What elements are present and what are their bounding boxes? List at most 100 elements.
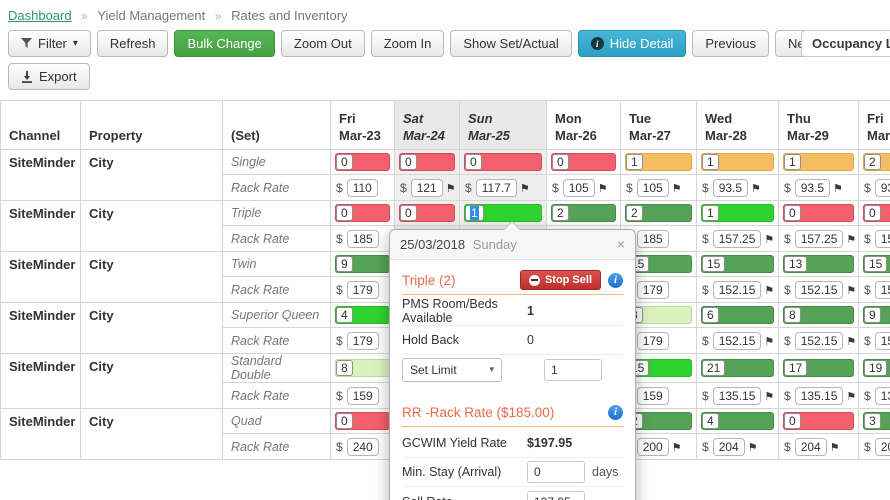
inventory-input[interactable]: 0 [552,154,569,170]
day-column-header: Fri Mar-23 [330,100,395,150]
min-stay-input[interactable] [527,461,585,483]
filter-button[interactable]: Filter ▾ [8,30,91,57]
rate-row: Rack Rate $110 $121 ⚑ $117.7 ⚑ $105 ⚑ $105 ⚑ $93.5… [1,174,890,201]
rate-input[interactable]: 179 [346,331,379,350]
rate-input[interactable]: 204 [794,437,827,456]
inventory-input[interactable]: 0 [400,205,417,221]
inventory-input[interactable]: 17 [784,360,808,376]
rate-input[interactable]: 240 [346,437,379,456]
rate-input[interactable]: 185 [636,229,669,248]
rate-input[interactable]: 93.5 [712,178,749,197]
inventory-input[interactable]: 15 [864,256,888,272]
sell-rate-input[interactable] [527,490,585,500]
rate-input[interactable]: 135.15 [712,386,762,405]
rate-input[interactable]: 179 [636,331,669,350]
hide-detail-button[interactable]: i Hide Detail [577,30,687,57]
inventory-input[interactable]: 1 [465,205,484,221]
occupancy-level-panel[interactable]: Occupancy Level [801,30,890,57]
set-limit-input[interactable] [544,358,602,381]
inventory-input[interactable]: 0 [336,205,353,221]
inventory-input[interactable]: 2 [626,205,643,221]
rate-input[interactable]: 157.25 [874,229,890,248]
rate-input[interactable]: 152.15 [794,280,844,299]
rate-input[interactable]: 152.15 [712,331,762,350]
rate-input[interactable]: 117.7 [475,178,517,197]
rate-input[interactable]: 135.15 [874,386,890,405]
show-set-actual-button[interactable]: Show Set/Actual [450,30,572,57]
hold-back-label: Hold Back [402,333,459,347]
inventory-input[interactable]: 4 [702,413,719,429]
popup-date: 25/03/2018 [400,237,466,252]
rate-input[interactable]: 185 [346,229,379,248]
rate-input[interactable]: 152.15 [874,280,890,299]
inventory-input[interactable]: 0 [784,413,801,429]
bulk-change-button[interactable]: Bulk Change [174,30,275,57]
rate-input[interactable]: 179 [346,280,379,299]
set-limit-select[interactable]: Set Limit ▾ [402,357,502,382]
popup-body: Triple (2) Stop Sell i PMS Room/Beds Ava… [390,260,635,500]
rate-input[interactable]: 110 [346,178,378,197]
inventory-input[interactable]: 1 [702,154,719,170]
inventory-input[interactable]: 0 [465,154,482,170]
inventory-input[interactable]: 15 [702,256,726,272]
rate-cell: $93.5⚑ [696,174,779,201]
stop-sell-button[interactable]: Stop Sell [519,270,601,290]
info-icon[interactable]: i [608,272,623,288]
rate-input[interactable]: 135.15 [794,386,844,405]
rate-input[interactable]: 159 [636,386,669,405]
inventory-input[interactable]: 8 [784,307,801,323]
export-button[interactable]: Export [8,63,90,90]
inventory-input[interactable]: 0 [336,413,353,429]
inventory-input[interactable]: 19 [864,360,888,376]
day-of-week: Tue [629,110,652,126]
popup-day-name: Sunday [472,237,517,252]
rate-input[interactable]: 157.25 [794,229,844,248]
rate-input[interactable]: 105 [636,178,669,197]
rate-input[interactable]: 179 [636,280,669,299]
selected-text: 1 [470,206,479,220]
rate-input[interactable]: 121 [410,178,443,197]
inventory-input[interactable]: 0 [336,154,353,170]
close-icon[interactable]: × [616,236,625,252]
inventory-cell: 1 [778,149,859,175]
inventory-input[interactable]: 2 [552,205,569,221]
inventory-input[interactable]: 1 [702,205,719,221]
inventory-input[interactable]: 2 [864,154,881,170]
inventory-input[interactable]: 0 [784,205,801,221]
section-divider [402,426,623,427]
property-cell: City [80,149,223,201]
rate-input[interactable]: 200 [636,437,669,456]
rate-input[interactable]: 152.15 [874,331,890,350]
inventory-input[interactable]: 9 [864,307,881,323]
rate-input[interactable]: 204 [712,437,745,456]
rate-input[interactable]: 152.15 [794,331,844,350]
rate-input[interactable]: 204 [874,437,890,456]
breadcrumb-dashboard-link[interactable]: Dashboard [8,8,72,23]
channel-cell: SiteMinder [0,200,81,252]
previous-button[interactable]: Previous [692,30,769,57]
breadcrumb: Dashboard » Yield Management » Rates and… [0,0,890,25]
inventory-input[interactable]: 3 [864,413,881,429]
info-icon[interactable]: i [608,404,623,420]
rate-input[interactable]: 93.5 [874,178,890,197]
inventory-input[interactable]: 0 [400,154,417,170]
inventory-input[interactable]: 21 [702,360,726,376]
rate-input[interactable]: 159 [346,386,379,405]
rate-input[interactable]: 93.5 [794,178,831,197]
sell-rate-row: Sell Rate [402,487,623,500]
inventory-input[interactable]: 1 [784,154,801,170]
refresh-button[interactable]: Refresh [96,30,169,57]
inventory-input[interactable]: 9 [336,256,353,272]
inventory-input[interactable]: 13 [784,256,808,272]
rate-input[interactable]: 157.25 [712,229,762,248]
zoom-in-button[interactable]: Zoom In [370,30,445,57]
inventory-input[interactable]: 1 [626,154,643,170]
rate-input[interactable]: 105 [562,178,595,197]
inventory-input[interactable]: 8 [336,360,353,376]
inventory-input[interactable]: 0 [864,205,881,221]
rate-input[interactable]: 152.15 [712,280,762,299]
zoom-out-button[interactable]: Zoom Out [280,30,365,57]
inventory-input[interactable]: 4 [336,307,353,323]
inventory-input[interactable]: 6 [702,307,719,323]
min-stay-label: Min. Stay (Arrival) [402,465,502,479]
